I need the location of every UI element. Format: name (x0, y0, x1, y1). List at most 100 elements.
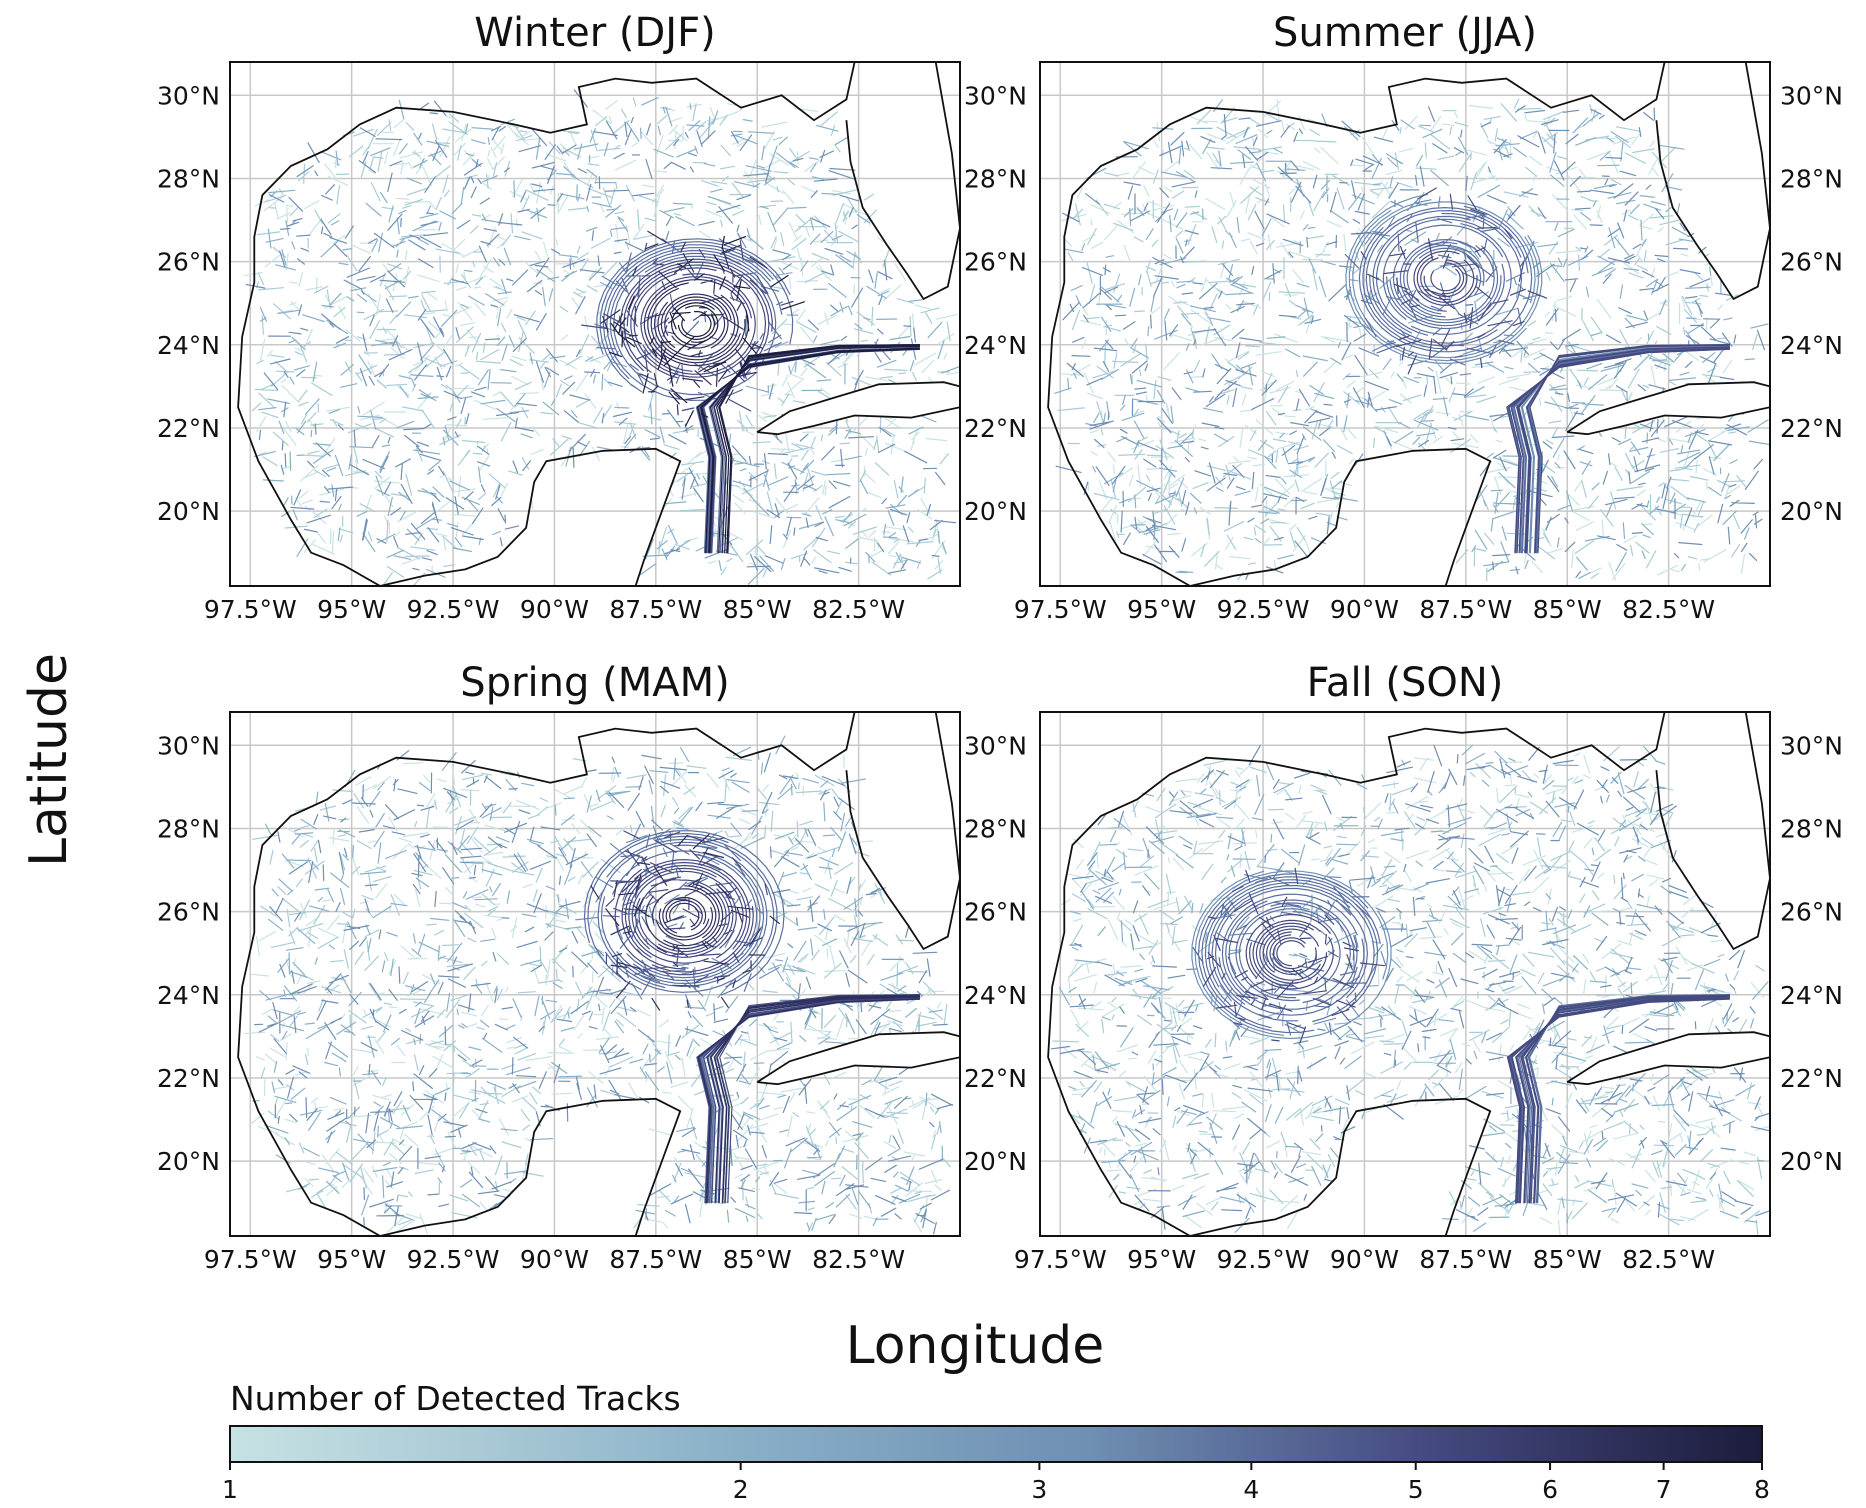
map-frame (229, 61, 961, 587)
lon-tick-label: 87.5°W (1419, 595, 1512, 624)
lon-tick-label: 92.5°W (1217, 1245, 1310, 1274)
lon-tick-label: 90°W (520, 1245, 589, 1274)
track-density-level-2 (1052, 746, 1765, 1236)
lon-tick-label: 92.5°W (1217, 595, 1310, 624)
lon-tick-label: 85°W (723, 595, 792, 624)
lat-tick-label: 20°N (1780, 1147, 1843, 1176)
lat-tick-label-inner: 24°N (964, 331, 1027, 360)
lat-tick-label: 26°N (1780, 248, 1843, 277)
lat-tick-label-inner: 20°N (964, 497, 1027, 526)
track-density-level-2 (1057, 98, 1758, 582)
lat-tick-label: 22°N (157, 1064, 220, 1093)
lat-tick-label: 24°N (157, 981, 220, 1010)
colorbar-tick-label: 8 (1754, 1475, 1770, 1504)
lon-tick-label: 97.5°W (1014, 595, 1107, 624)
drifter-tracks (243, 89, 960, 586)
lon-tick-label: 92.5°W (407, 595, 500, 624)
lat-tick-label-inner: 28°N (964, 814, 1027, 843)
coastline-florida (1655, 62, 1770, 301)
lat-tick-label-inner: 20°N (964, 1147, 1027, 1176)
lat-tick-label-inner: 30°N (964, 81, 1027, 110)
lat-tick-label: 24°N (157, 331, 220, 360)
coastline-florida (845, 62, 960, 301)
lon-tick-label: 85°W (723, 1245, 792, 1274)
lat-tick-label: 28°N (157, 164, 220, 193)
map-area (1040, 62, 1770, 586)
map-panel-winter: Winter (DJF) 97.5°W 95°W 92.5°W 90°W 87.5°W 85… (157, 10, 1027, 624)
lat-tick-label: 22°N (1780, 1064, 1843, 1093)
track-density-level-6 (1203, 867, 1730, 1204)
lon-tick-label: 95°W (1127, 595, 1196, 624)
lon-tick-label: 87.5°W (1419, 1245, 1512, 1274)
coastline-cuba (756, 381, 960, 436)
colorbar-title: Number of Detected Tracks (230, 1379, 681, 1418)
track-density-level-8 (609, 235, 920, 554)
lat-tick-label: 26°N (157, 248, 220, 277)
lat-tick-label: 26°N (157, 898, 220, 927)
panel-title: Winter (DJF) (474, 10, 715, 56)
lat-tick-label-inner: 26°N (964, 248, 1027, 277)
lat-tick-label: 30°N (157, 81, 220, 110)
lon-tick-label: 97.5°W (1014, 1245, 1107, 1274)
map-panel-summer: Summer (JJA) 97.5°W 95°W 92.5°W 90°W 87.5°W 85… (1014, 10, 1843, 624)
coastline (237, 712, 856, 1236)
lat-tick-label: 30°N (1780, 731, 1843, 760)
track-density-level-3 (252, 735, 944, 1231)
lon-tick-label: 82.5°W (812, 1245, 905, 1274)
colorbar-tick-label: 6 (1542, 1475, 1558, 1504)
panel-title: Fall (SON) (1307, 660, 1504, 706)
coastline (1047, 62, 1666, 586)
map-area (230, 712, 960, 1236)
lat-tick-label-inner: 22°N (964, 414, 1027, 443)
drifter-tracks (1054, 98, 1770, 582)
lon-tick-label: 82.5°W (1622, 1245, 1715, 1274)
lon-tick-label: 90°W (1330, 595, 1399, 624)
colorbar-ticks: 1 2 3 4 5 6 7 8 (222, 1462, 1770, 1504)
colorbar-tick-label: 3 (1031, 1475, 1047, 1504)
x-axis-label: Longitude (846, 1316, 1105, 1376)
lat-tick-label: 28°N (157, 814, 220, 843)
colorbar (229, 1425, 1763, 1463)
lon-tick-label: 92.5°W (407, 1245, 500, 1274)
colorbar-tick-label: 5 (1408, 1475, 1424, 1504)
colorbar-tick-label: 7 (1656, 1475, 1672, 1504)
lon-tick-label: 90°W (1330, 1245, 1399, 1274)
lat-tick-label-inner: 28°N (964, 164, 1027, 193)
coastline (1047, 712, 1666, 1236)
lat-tick-label: 22°N (157, 414, 220, 443)
lat-tick-label-inner: 22°N (964, 1064, 1027, 1093)
lon-tick-label: 85°W (1533, 1245, 1602, 1274)
lat-tick-label: 20°N (157, 497, 220, 526)
map-frame (229, 711, 961, 1237)
lat-tick-label: 30°N (1780, 81, 1843, 110)
lon-tick-label: 87.5°W (609, 1245, 702, 1274)
coastline (237, 62, 856, 586)
track-density-level-4 (1055, 105, 1765, 580)
colorbar-tick-label: 2 (733, 1475, 749, 1504)
panel-title: Spring (MAM) (460, 660, 729, 706)
coastline-cuba (1566, 381, 1770, 436)
lat-tick-label: 24°N (1780, 331, 1843, 360)
track-density-level-4 (254, 750, 953, 1235)
track-density-level-4 (245, 89, 957, 574)
map-panels: Winter (DJF) 97.5°W 95°W 92.5°W 90°W 87.5°W 85… (157, 10, 1843, 1274)
lat-tick-label: 30°N (157, 731, 220, 760)
lat-tick-label: 20°N (157, 1147, 220, 1176)
lon-tick-label: 82.5°W (812, 595, 905, 624)
lat-tick-label-inner: 26°N (964, 898, 1027, 927)
map-frame (1039, 61, 1771, 587)
lat-tick-label-inner: 24°N (964, 981, 1027, 1010)
map-panel-spring: Spring (MAM) 97.5°W 95°W 92.5°W 90°W 87.5°W 85… (157, 660, 1027, 1274)
lon-tick-label: 85°W (1533, 595, 1602, 624)
lat-tick-label: 26°N (1780, 898, 1843, 927)
map-panel-fall: Fall (SON) 97.5°W 95°W 92.5°W 90°W 87.5°W 85°W… (1014, 660, 1843, 1274)
lon-tick-label: 90°W (520, 595, 589, 624)
colorbar-tick-label: 4 (1243, 1475, 1259, 1504)
map-area (230, 62, 960, 586)
lon-tick-label: 97.5°W (204, 595, 297, 624)
track-density-level-2 (252, 756, 951, 1232)
lat-tick-label: 22°N (1780, 414, 1843, 443)
lon-tick-label: 97.5°W (204, 1245, 297, 1274)
track-density-level-3 (1054, 99, 1770, 580)
